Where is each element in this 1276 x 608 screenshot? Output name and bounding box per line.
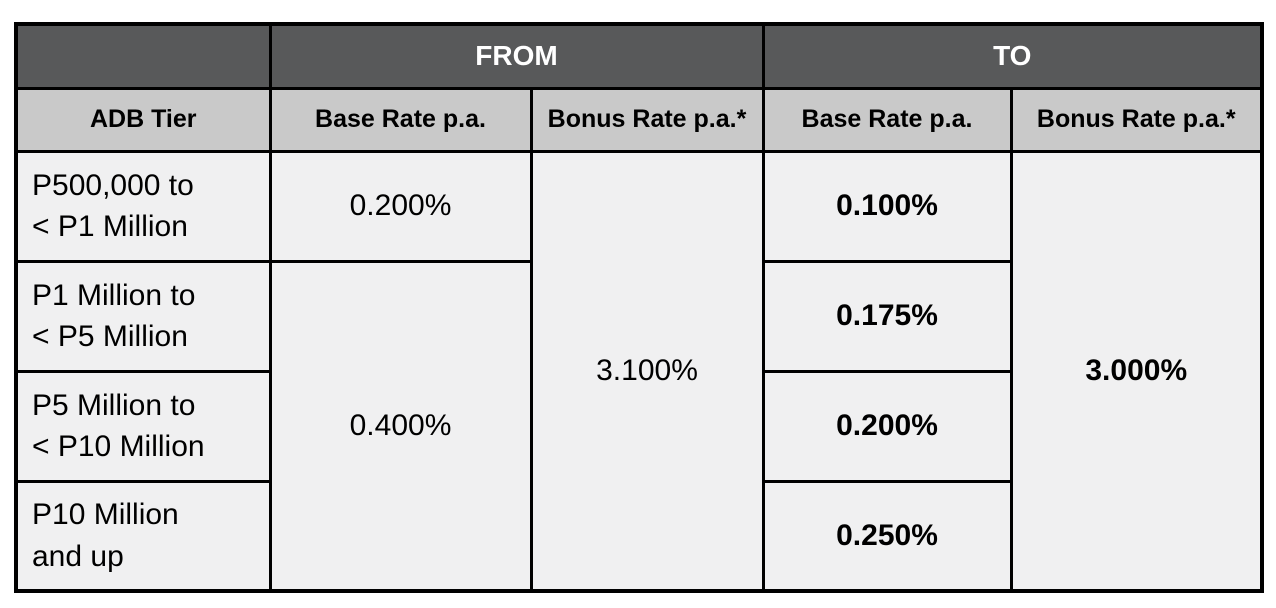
adb-rates-table: FROM TO ADB Tier Base Rate p.a. Bonus Ra…	[14, 22, 1265, 593]
from-group-header: FROM	[268, 22, 765, 90]
to-base-rate-tier1-cell: 0.100%	[761, 149, 1013, 263]
column-header-row: ADB Tier Base Rate p.a. Bonus Rate p.a.*…	[14, 86, 1264, 153]
table-row-tier4: P10 Million and up 0.250%	[14, 479, 1262, 593]
tier1-line2: < P1 Million	[32, 210, 188, 243]
col-header-from-base-rate: Base Rate p.a.	[268, 86, 533, 153]
to-group-header: TO	[761, 22, 1264, 90]
table-row-tier3: P5 Million to < P10 Million 0.200%	[14, 369, 1262, 483]
to-base-rate-tier2-cell: 0.175%	[761, 259, 1013, 373]
col-header-to-bonus-rate: Bonus Rate p.a.*	[1009, 86, 1264, 153]
from-bonus-rate-all-tiers-cell: 3.100%	[529, 149, 765, 593]
tier2-line2: < P5 Million	[32, 320, 188, 353]
col-header-to-base-rate: Base Rate p.a.	[761, 86, 1013, 153]
from-base-rate-tier1-cell: 0.200%	[268, 149, 533, 263]
tier1-label-cell: P500,000 to < P1 Million	[14, 149, 272, 263]
tier2-label-cell: P1 Million to < P5 Million	[14, 259, 272, 373]
tier4-line2: and up	[32, 539, 124, 573]
tier1-line1: P500,000 to	[32, 168, 194, 202]
group-header-row: FROM TO	[14, 22, 1264, 90]
col-header-adb-tier: ADB Tier	[14, 86, 272, 153]
from-base-rate-tiers2-4-cell: 0.400%	[268, 259, 533, 593]
tier4-label-cell: P10 Million and up	[14, 479, 272, 593]
tier3-line2: < P10 Million	[32, 430, 205, 463]
tier3-label-cell: P5 Million to < P10 Million	[14, 369, 272, 483]
table-row-tier1: P500,000 to < P1 Million 0.200% 3.100% 0…	[14, 149, 1264, 593]
to-bonus-rate-all-tiers-cell: 3.000%	[1009, 149, 1264, 593]
to-base-rate-tier4-cell: 0.250%	[761, 479, 1013, 593]
corner-cell	[14, 22, 272, 90]
to-base-rate-tier3-cell: 0.200%	[761, 369, 1013, 483]
col-header-from-bonus-rate: Bonus Rate p.a.*	[529, 86, 765, 153]
table-row-tier2: P1 Million to < P5 Million 0.400% 0.175%	[14, 259, 1262, 593]
tier3-line1: P5 Million to	[32, 388, 196, 422]
tier4-line1: P10 Million	[32, 498, 179, 532]
tier2-line1: P1 Million to	[32, 278, 196, 312]
